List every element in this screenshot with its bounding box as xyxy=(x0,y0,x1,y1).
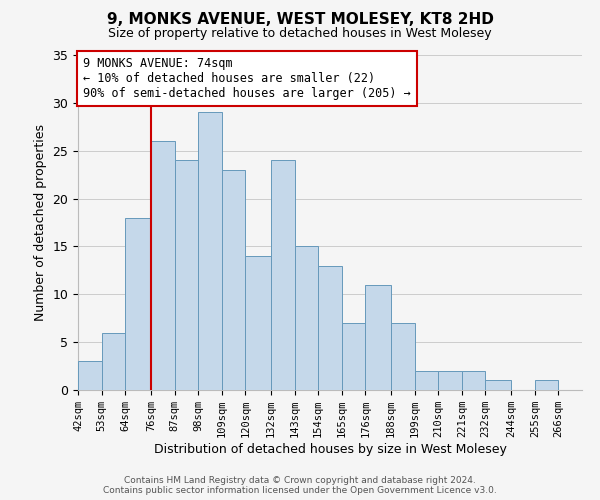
Text: Contains HM Land Registry data © Crown copyright and database right 2024.
Contai: Contains HM Land Registry data © Crown c… xyxy=(103,476,497,495)
Bar xyxy=(245,256,271,390)
Bar xyxy=(125,218,151,390)
Bar xyxy=(175,160,198,390)
Bar xyxy=(78,362,101,390)
Bar xyxy=(221,170,245,390)
Bar xyxy=(535,380,559,390)
Bar xyxy=(439,371,462,390)
Bar xyxy=(271,160,295,390)
Bar xyxy=(485,380,511,390)
Bar xyxy=(198,112,221,390)
X-axis label: Distribution of detached houses by size in West Molesey: Distribution of detached houses by size … xyxy=(154,443,506,456)
Text: 9 MONKS AVENUE: 74sqm
← 10% of detached houses are smaller (22)
90% of semi-deta: 9 MONKS AVENUE: 74sqm ← 10% of detached … xyxy=(83,56,411,100)
Bar xyxy=(391,323,415,390)
Bar xyxy=(462,371,485,390)
Bar xyxy=(318,266,342,390)
Text: Size of property relative to detached houses in West Molesey: Size of property relative to detached ho… xyxy=(108,28,492,40)
Y-axis label: Number of detached properties: Number of detached properties xyxy=(34,124,47,321)
Bar xyxy=(365,284,391,390)
Bar xyxy=(342,323,365,390)
Bar xyxy=(101,332,125,390)
Text: 9, MONKS AVENUE, WEST MOLESEY, KT8 2HD: 9, MONKS AVENUE, WEST MOLESEY, KT8 2HD xyxy=(107,12,493,28)
Bar xyxy=(295,246,318,390)
Bar xyxy=(151,141,175,390)
Bar xyxy=(415,371,439,390)
